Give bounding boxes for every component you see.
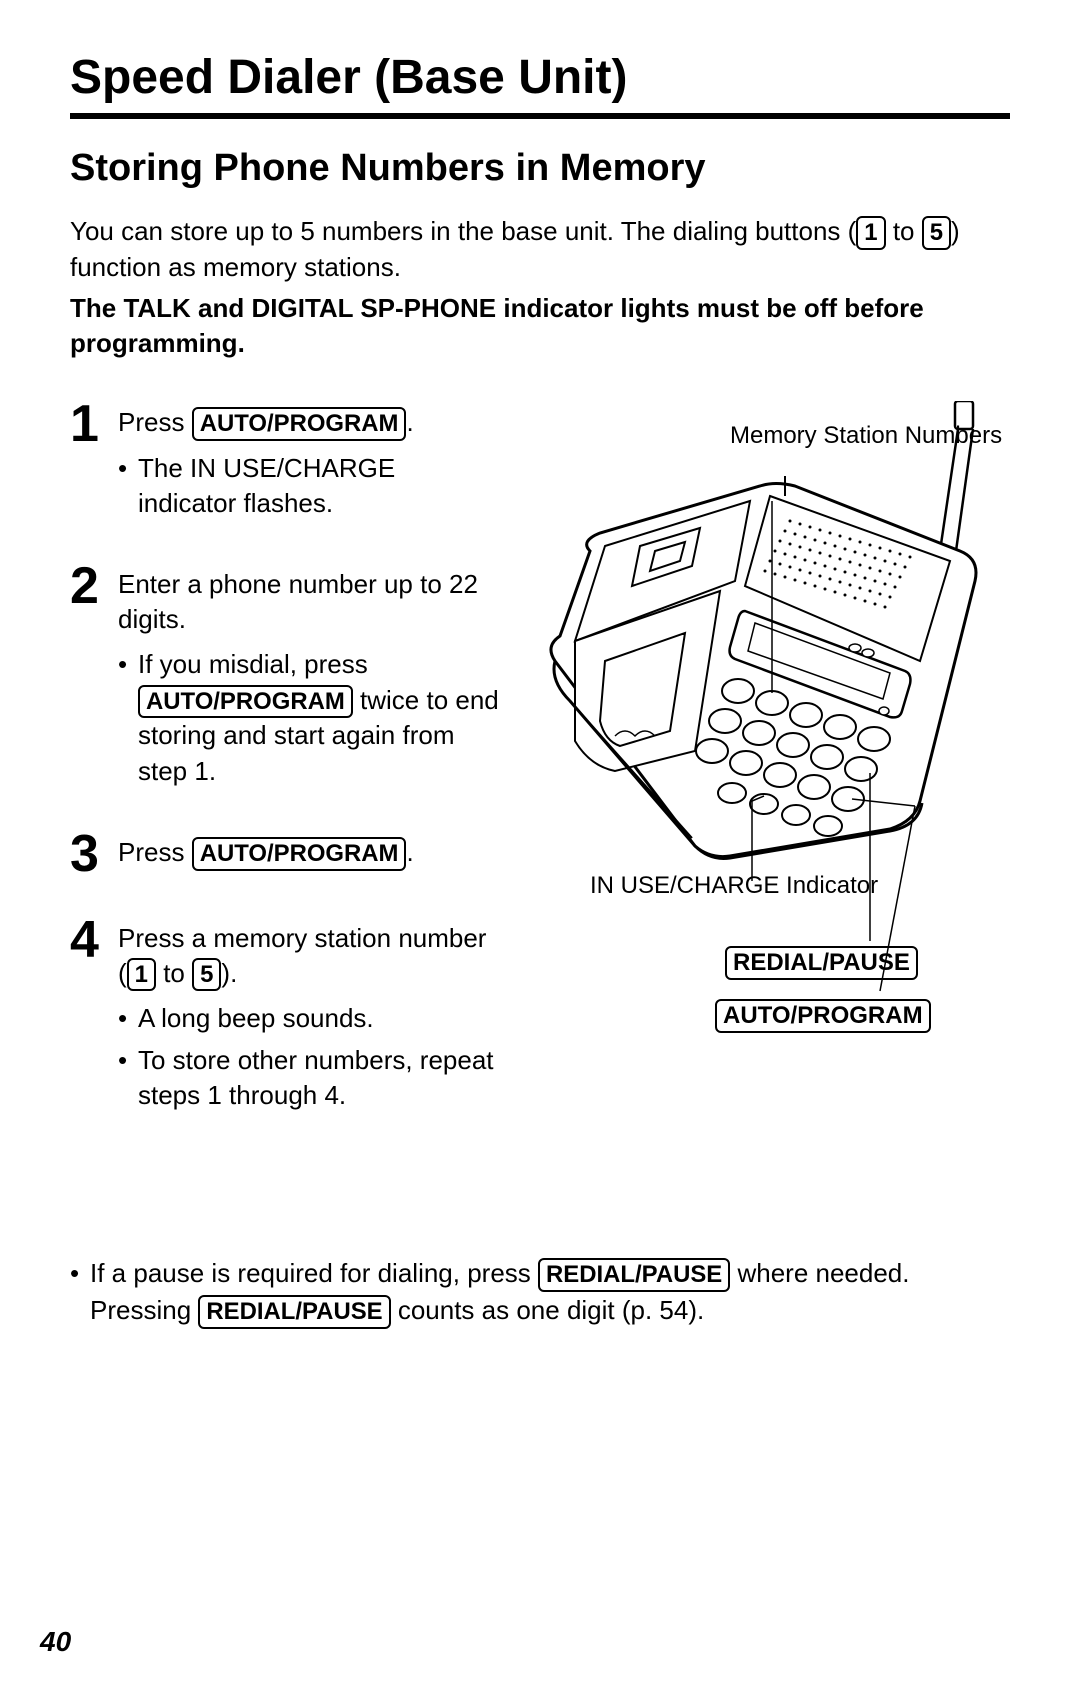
step-number: 1 — [70, 401, 104, 527]
keycap-5-icon: 5 — [922, 216, 951, 250]
step-bullet: To store other numbers, repeat steps 1 t… — [118, 1043, 500, 1113]
page-number: 40 — [40, 1626, 71, 1658]
intro-bold: The TALK and DIGITAL SP-PHONE indicator … — [70, 291, 1010, 361]
section-title: Storing Phone Numbers in Memory — [70, 147, 1010, 190]
step-text: Enter a phone number up to 22 digits. — [118, 567, 500, 637]
step-text-post: . — [406, 407, 413, 437]
footnote: If a pause is required for dialing, pres… — [70, 1255, 1010, 1329]
keycap-5-icon: 5 — [192, 958, 221, 992]
step-4: 4 Press a memory station number (1 to 5)… — [70, 917, 500, 1119]
title-rule — [70, 113, 1010, 119]
keycap-autoprogram-icon: AUTO/PROGRAM — [138, 685, 353, 719]
step-number: 2 — [70, 563, 104, 794]
keycap-autoprogram-icon: AUTO/PROGRAM — [192, 837, 407, 871]
step-bullet: The IN USE/CHARGE indicator flashes. — [118, 451, 500, 521]
step-tail: ). — [221, 958, 237, 988]
step-mid: to — [156, 958, 192, 988]
step-text-post: . — [406, 837, 413, 867]
step-2: 2 Enter a phone number up to 22 digits. … — [70, 563, 500, 794]
step-1: 1 Press AUTO/PROGRAM. The IN USE/CHARGE … — [70, 401, 500, 527]
steps-column: 1 Press AUTO/PROGRAM. The IN USE/CHARGE … — [70, 401, 500, 1155]
step-text: Press — [118, 837, 192, 867]
keycap-1-icon: 1 — [856, 216, 885, 250]
keycap-autoprogram-icon: AUTO/PROGRAM — [192, 407, 407, 441]
keycap-redialpause-icon: REDIAL/PAUSE — [198, 1295, 390, 1329]
step-bullet: A long beep sounds. — [118, 1001, 500, 1036]
figure-label-inuse: IN USE/CHARGE Indicator — [590, 871, 878, 901]
bullet-pre: If you misdial, press — [138, 649, 368, 679]
intro-pre: You can store up to 5 numbers in the bas… — [70, 216, 856, 246]
step-number: 4 — [70, 917, 104, 1119]
footnote-pre: If a pause is required for dialing, pres… — [90, 1258, 538, 1288]
step-number: 3 — [70, 831, 104, 881]
figure-label-memory: Memory Station Numbers — [730, 421, 1002, 451]
page-title: Speed Dialer (Base Unit) — [70, 50, 1010, 105]
keycap-autoprogram-icon: AUTO/PROGRAM — [715, 999, 931, 1033]
step-3: 3 Press AUTO/PROGRAM. — [70, 831, 500, 881]
keycap-redialpause-icon: REDIAL/PAUSE — [725, 946, 918, 980]
keycap-1-icon: 1 — [127, 958, 156, 992]
intro-text: You can store up to 5 numbers in the bas… — [70, 214, 1010, 285]
figure-column: Memory Station Numbers IN USE/CHARGE Ind… — [520, 401, 1010, 1155]
step-bullet: If you misdial, press AUTO/PROGRAM twice… — [118, 647, 500, 788]
keycap-redialpause-icon: REDIAL/PAUSE — [538, 1258, 730, 1292]
footnote-post: counts as one digit (p. 54). — [391, 1295, 705, 1325]
step-text: Press — [118, 407, 192, 437]
intro-mid: to — [886, 216, 922, 246]
